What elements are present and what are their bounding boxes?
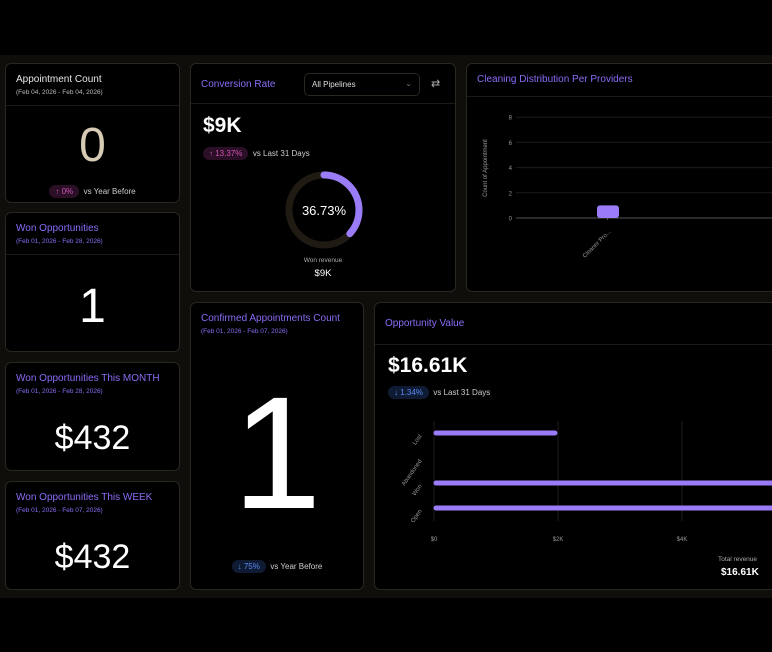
card-title: Cleaning Distribution Per Providers — [477, 74, 633, 85]
total-value: $16.61K — [721, 567, 759, 578]
caption-value: $9K — [314, 268, 332, 279]
card-title: Conversion Rate — [201, 79, 276, 90]
caption: Won revenue — [303, 257, 343, 264]
card-title: Won Opportunities — [16, 223, 99, 234]
metric-value: $432 — [54, 419, 131, 457]
x-tick-label: Cleaner Pro... — [582, 229, 613, 260]
donut-percent: 36.73% — [302, 203, 347, 218]
date-range: (Feb 01, 2026 - Feb 28, 2026) — [16, 238, 103, 245]
x-tick-label: $4K — [677, 537, 688, 543]
metric-value: 0 — [79, 119, 106, 172]
card-title: Confirmed Appointments Count — [201, 313, 340, 324]
pipeline-select-value: All Pipelines — [312, 80, 356, 89]
chevron-down-icon: ⌄ — [405, 79, 412, 88]
pipeline-select[interactable]: All Pipelines ⌄ — [304, 73, 420, 96]
card-title: Appointment Count — [16, 74, 102, 85]
x-tick-label: $2K — [553, 537, 564, 543]
compare-text: vs Last 31 Days — [433, 388, 491, 397]
y-tick-label: Abandoned — [401, 459, 424, 488]
y-tick-label: Won — [412, 484, 424, 497]
date-range: (Feb 01, 2026 - Feb 07, 2026) — [201, 328, 288, 335]
change-badge: ↑ 0% — [49, 185, 80, 198]
metric-value: 1 — [79, 280, 106, 333]
appointment-count-card: Appointment Count (Feb 04, 2026 - Feb 04,… — [5, 63, 180, 203]
card-title: Won Opportunities This MONTH — [16, 373, 160, 384]
change-badge: ↓ 75% — [231, 560, 266, 573]
won-week-card: Won Opportunities This WEEK (Feb 01, 2026… — [5, 481, 180, 590]
y-tick-label: 8 — [509, 116, 513, 122]
won-month-card: Won Opportunities This MONTH (Feb 01, 202… — [5, 362, 180, 471]
date-range: (Feb 01, 2026 - Feb 07, 2026) — [16, 507, 103, 514]
metric-value: $432 — [54, 538, 131, 576]
bar — [597, 205, 619, 218]
y-tick-label: Open — [410, 509, 423, 524]
metric-value: $9K — [203, 114, 242, 137]
filter-icon[interactable]: ⇄ — [431, 78, 441, 90]
y-tick-label: 2 — [509, 191, 513, 197]
compare-text: vs Year Before — [270, 562, 323, 571]
card-title: Opportunity Value — [385, 318, 465, 329]
confirmed-appointments-card: Confirmed Appointments Count (Feb 01, 202… — [190, 302, 364, 590]
total-label: Total revenue — [718, 556, 758, 563]
metric-value: 1 — [232, 363, 322, 542]
compare-text: vs Year Before — [83, 187, 136, 196]
date-range: (Feb 04, 2026 - Feb 04, 2026) — [16, 89, 103, 96]
y-axis-label: Count of Appointment — [483, 139, 489, 197]
x-tick-label: $0 — [431, 537, 438, 543]
change-badge: ↓ 1.34% — [388, 386, 429, 399]
date-range: (Feb 01, 2026 - Feb 28, 2026) — [16, 388, 103, 395]
change-badge: ↑ 13.37% — [203, 147, 249, 160]
donut-arc — [285, 171, 363, 249]
y-tick-label: 0 — [509, 217, 513, 223]
cleaning-distribution-card: Cleaning Distribution Per Providers 0 2 4 6… — [466, 63, 772, 292]
card-title: Won Opportunities This WEEK — [16, 492, 153, 503]
opportunity-value-card: Opportunity Value $16.61K ↓ 1.34% vs Las… — [374, 302, 772, 590]
compare-text: vs Last 31 Days — [252, 149, 310, 158]
y-tick-label: 4 — [509, 166, 513, 172]
won-opportunities-card: Won Opportunities (Feb 01, 2026 - Feb 28,… — [5, 212, 180, 352]
y-tick-label: Lost — [412, 433, 424, 446]
y-tick-label: 6 — [509, 141, 513, 147]
metric-value: $16.61K — [388, 354, 468, 377]
conversion-donut: 36.73% — [285, 171, 363, 249]
conversion-rate-card: Conversion Rate All Pipelines ⌄ ⇄ $9K ↑ 1… — [190, 63, 456, 292]
